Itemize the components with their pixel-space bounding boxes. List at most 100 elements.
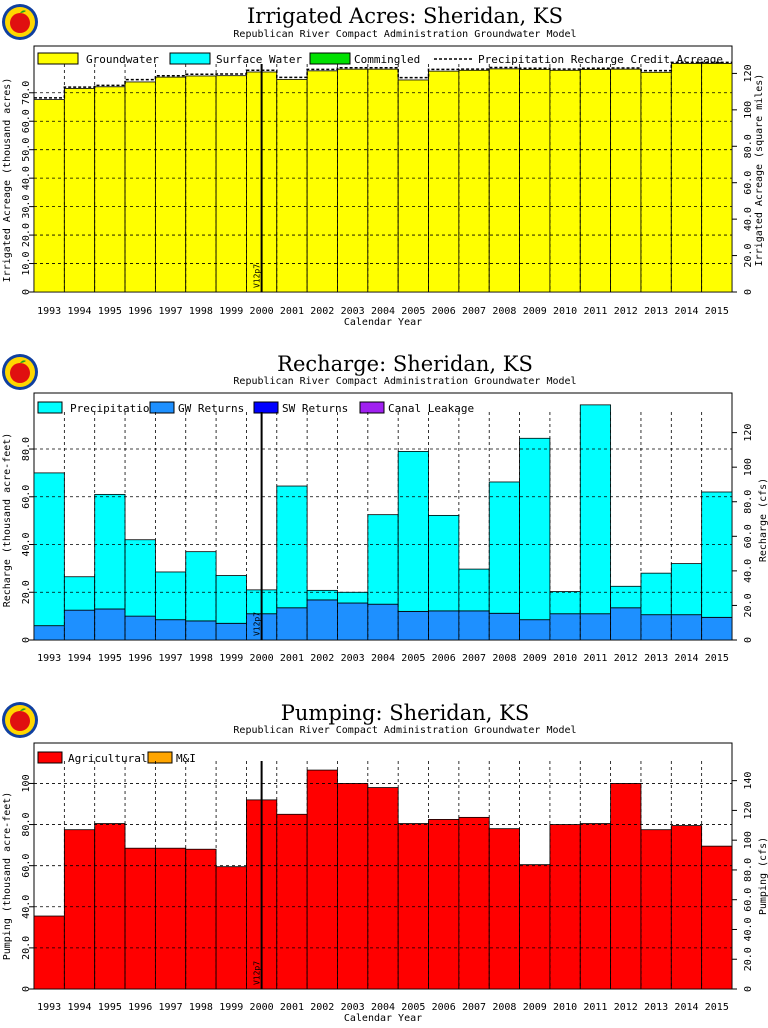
x-axis-label-irrigated: Calendar Year [344, 317, 422, 328]
x-tick-label: 2011 [583, 653, 607, 664]
bar-gw-returns-2009 [519, 619, 551, 641]
plot-area-irrigated: 0 10.0 20.0 30.0 40.0 50.0 60.0 70.0 0 20.0 40.0 60… [21, 61, 754, 317]
bar-agricultural-1993 [33, 915, 65, 990]
bar-gw-returns-2014 [670, 614, 703, 641]
x-tick-label: 2013 [644, 1002, 668, 1013]
bar-groundwater-2005 [397, 79, 429, 293]
x-tick-label: 2012 [614, 653, 638, 664]
marker-label: V12p7 [253, 612, 262, 636]
x-tick-label: 2007 [462, 306, 486, 317]
bar-precipitation-1993 [33, 472, 65, 627]
y-right-tick-label: 40.0 [743, 917, 754, 941]
x-tick-label: 2003 [341, 653, 365, 664]
y-right-tick-label: 120 [743, 801, 754, 819]
x-tick-label: 1993 [37, 1002, 61, 1013]
legend-swatch-precipitation [37, 401, 63, 414]
y-right-tick-label: 80.0 [743, 134, 754, 158]
bar-agricultural-2006 [428, 819, 460, 990]
x-tick-label: 2003 [341, 306, 365, 317]
legend-swatch-canal-leakage [359, 401, 385, 414]
bar-groundwater-1999 [215, 75, 247, 293]
x-tick-label: 2009 [523, 1002, 547, 1013]
x-tick-label: 2005 [401, 306, 425, 317]
bar-gw-returns-2015 [701, 616, 733, 641]
y-tick-label: 0 [21, 986, 32, 992]
y-right-tick-label: 120 [743, 64, 754, 82]
y-right-tick-label: 140 [743, 772, 754, 790]
y-axis-right-label-irrigated: Irrigated Acreage (square miles) [754, 74, 765, 267]
y-tick-label: 60.0 [21, 854, 32, 878]
legend-swatch-mi [147, 751, 173, 764]
x-tick-label: 2005 [401, 1002, 425, 1013]
legend-swatch-groundwater [37, 52, 79, 65]
x-axis-label-pumping: Calendar Year [344, 1013, 422, 1024]
y-right-tick-label: 120 [743, 424, 754, 442]
bar-gw-returns-1997 [154, 619, 187, 641]
bar-precipitation-2006 [428, 514, 460, 612]
chart-subtitle-recharge: Republican River Compact Administration … [233, 376, 576, 387]
y-right-tick-label: 100 [743, 101, 754, 119]
chart-subtitle-irrigated: Republican River Compact Administration … [233, 29, 576, 40]
bar-precipitation-2015 [701, 491, 733, 618]
bar-groundwater-2003 [337, 68, 369, 293]
legend-swatch-sw-returns [253, 401, 279, 414]
y-right-tick-label: 80.0 [743, 490, 754, 514]
bar-agricultural-2015 [701, 845, 733, 990]
x-tick-label: 1995 [98, 653, 122, 664]
bar-gw-returns-2011 [579, 613, 612, 641]
bar-agricultural-2003 [337, 783, 369, 990]
logo [2, 4, 38, 40]
y-right-tick-label: 20.0 [743, 947, 754, 971]
bar-agricultural-1994 [63, 829, 96, 990]
chart-subtitle-pumping: Republican River Compact Administration … [233, 725, 576, 736]
x-tick-label: 2002 [310, 1002, 334, 1013]
x-tick-label: 2015 [705, 653, 729, 664]
bar-gw-returns-1999 [215, 622, 247, 641]
x-tick-label: 2002 [310, 653, 334, 664]
x-tick-label: 2011 [583, 1002, 607, 1013]
plot-area-recharge: 0 20.0 40.0 60.0 80.0 0 20.0 40.0 60.0 80.0 100 120… [21, 404, 754, 664]
y-right-tick-label: 60.0 [743, 524, 754, 548]
bar-gw-returns-2005 [397, 610, 429, 641]
bar-gw-returns-1996 [124, 615, 156, 641]
x-tick-label: 2008 [492, 653, 516, 664]
x-tick-label: 2006 [432, 653, 456, 664]
y-right-tick-label: 40.0 [743, 207, 754, 231]
chart-title-recharge: Recharge: Sheridan, KS [277, 352, 533, 376]
bar-precipitation-2012 [610, 585, 642, 609]
x-tick-label: 2014 [674, 1002, 698, 1013]
x-tick-label: 2006 [432, 306, 456, 317]
bar-agricultural-2007 [458, 816, 490, 990]
legend-swatch-commingled [309, 52, 351, 65]
y-tick-label: 30.0 [21, 195, 32, 219]
bar-groundwater-2010 [549, 69, 581, 293]
bar-gw-returns-2002 [306, 599, 338, 641]
x-tick-label: 2015 [705, 1002, 729, 1013]
bar-precipitation-2002 [306, 589, 338, 601]
legend-label-mi: M&I [176, 752, 196, 765]
legend-label-precip-credit: Precipitation Recharge Credit Acreage [478, 53, 723, 66]
bar-precipitation-2008 [488, 481, 520, 614]
bar-groundwater-2012 [610, 68, 642, 293]
legend-label-commingled: Commingled [354, 53, 420, 66]
y-axis-label-pumping: Pumping (thousand acre-feet) [2, 792, 13, 961]
logo [2, 354, 38, 390]
bar-agricultural-1996 [124, 847, 156, 990]
bar-gw-returns-2012 [610, 607, 642, 641]
bar-agricultural-2009 [519, 864, 551, 990]
x-tick-label: 2014 [674, 653, 698, 664]
bar-gw-returns-2006 [428, 610, 460, 641]
y-tick-label: 0 [21, 289, 32, 295]
legend-swatch-agricultural [37, 751, 63, 764]
bar-gw-returns-2008 [488, 612, 520, 641]
bar-precipitation-1994 [63, 576, 96, 611]
x-tick-label: 1996 [128, 653, 152, 664]
y-tick-label: 60.0 [21, 485, 32, 509]
legend-label-sw-returns: SW Returns [282, 402, 348, 415]
y-tick-label: 40.0 [21, 895, 32, 919]
bar-gw-returns-2010 [549, 613, 581, 641]
x-tick-label: 2001 [280, 1002, 304, 1013]
x-tick-label: 2014 [674, 306, 698, 317]
bar-gw-returns-2013 [640, 614, 672, 641]
